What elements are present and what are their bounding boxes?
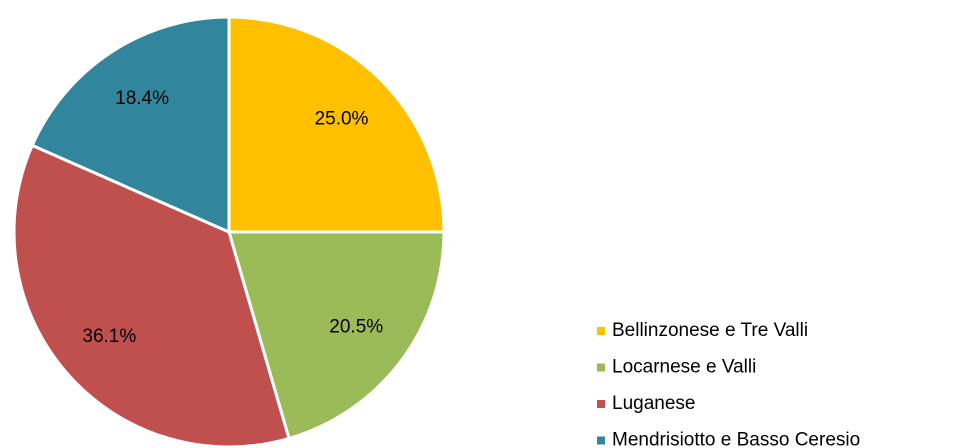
legend-label: Mendrisiotto e Basso Ceresio (612, 430, 860, 448)
legend-swatch (597, 400, 605, 408)
data-label: 25.0% (315, 109, 369, 130)
legend-label: Bellinzonese e Tre Valli (612, 320, 808, 341)
pie-slice (12, 143, 291, 448)
legend-swatch (597, 327, 605, 335)
pie-slice (30, 15, 231, 235)
legend-label: Locarnese e Valli (612, 357, 756, 378)
data-label: 18.4% (115, 88, 169, 109)
legend-swatch (597, 436, 605, 445)
data-label: 36.1% (82, 326, 136, 347)
pie-slice (227, 230, 446, 441)
legend-swatch (597, 363, 605, 372)
legend-label: Luganese (612, 393, 695, 414)
pie-slice (227, 15, 446, 234)
data-label: 20.5% (329, 317, 383, 338)
